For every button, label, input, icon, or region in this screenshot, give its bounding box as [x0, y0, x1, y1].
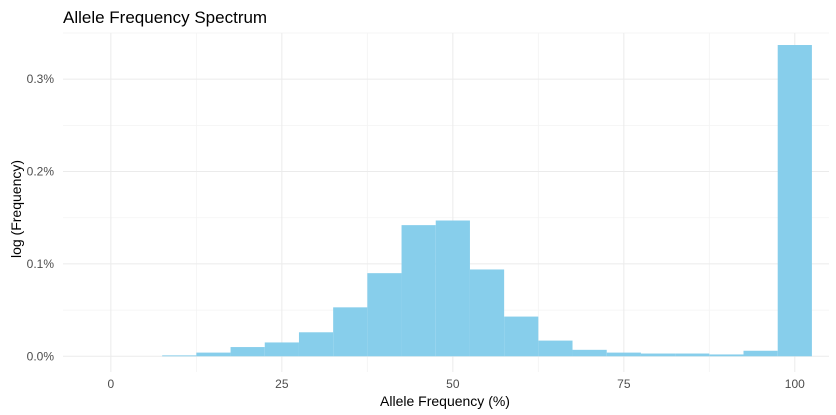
histogram-bar — [298, 332, 334, 357]
y-tick-label: 0.2% — [27, 165, 55, 179]
y-axis-ticks: 0.0% 0.1% 0.2% 0.3% — [27, 72, 55, 363]
y-axis-title: log (Frequency) — [8, 160, 24, 258]
histogram-bar — [367, 273, 402, 357]
histogram-bar — [709, 354, 744, 357]
x-axis-ticks: 0 25 50 75 100 — [108, 377, 806, 391]
bars — [162, 45, 812, 357]
histogram-bar — [538, 340, 573, 357]
histogram-bar — [469, 269, 505, 357]
x-tick-label: 0 — [108, 377, 115, 391]
y-tick-label: 0.1% — [27, 257, 55, 271]
x-tick-label: 25 — [275, 377, 289, 391]
x-tick-label: 100 — [785, 377, 805, 391]
y-tick-label: 0.3% — [27, 72, 55, 86]
x-tick-label: 50 — [446, 377, 460, 391]
histogram-bar — [743, 350, 778, 357]
histogram-bar — [675, 353, 710, 357]
x-tick-label: 75 — [617, 377, 631, 391]
histogram-bar — [640, 353, 676, 357]
histogram-bar — [264, 342, 299, 357]
histogram-bar — [162, 355, 197, 357]
histogram-bar — [435, 220, 470, 357]
histogram-bar — [196, 352, 231, 357]
histogram-bar — [572, 349, 607, 357]
histogram-bar — [606, 352, 641, 357]
histogram-bar — [401, 225, 436, 357]
x-axis-title: Allele Frequency (%) — [380, 393, 510, 409]
histogram-bar — [504, 316, 539, 357]
histogram-bar — [230, 347, 265, 357]
histogram-bar — [777, 45, 812, 357]
y-tick-label: 0.0% — [27, 349, 55, 363]
chart-title: Allele Frequency Spectrum — [63, 8, 267, 27]
histogram-bar — [333, 307, 368, 357]
